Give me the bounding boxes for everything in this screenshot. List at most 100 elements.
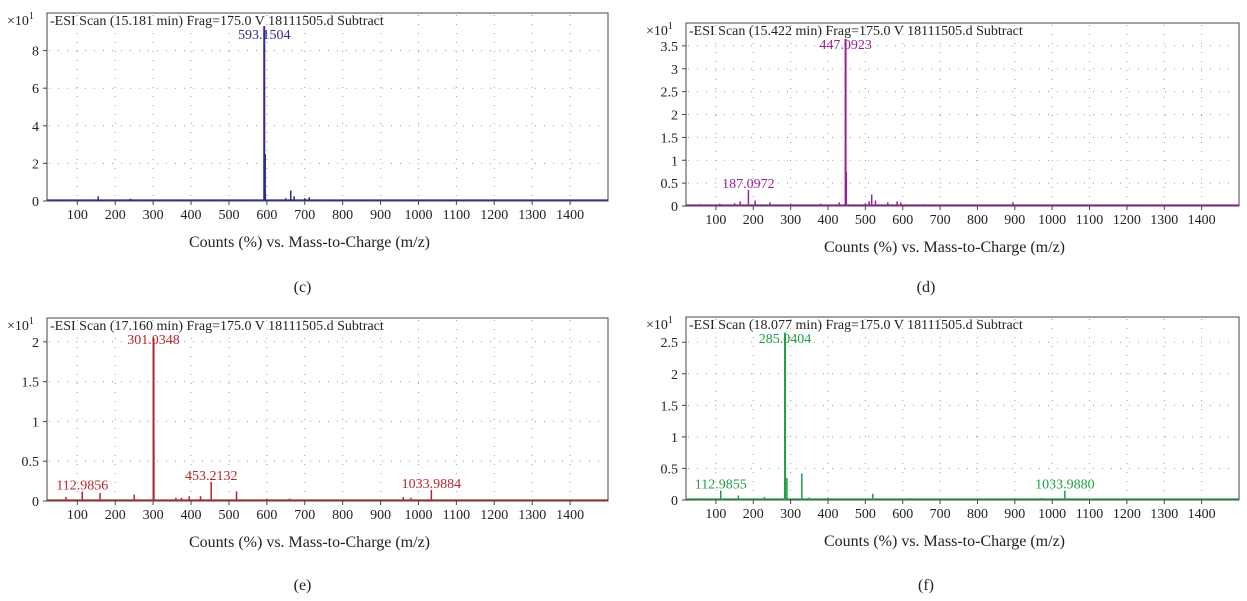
panel-label: (d) [917,279,936,296]
panel-label: (f) [918,577,934,594]
figure-panel-e: 100 200 300 400 500 600 700 800 900 1000 1100 1200 1… [0,298,623,596]
x-tick-label: 800 [967,507,988,522]
x-tick-label: 1100 [443,208,470,223]
x-tick-label: 100 [67,208,88,223]
x-tick-label: 1400 [556,508,584,523]
chart-svg: 100 200 300 400 500 600 700 800 900 1000 1100 1200 1… [646,315,1240,594]
x-tick-label: 200 [105,508,126,523]
y-multiplier: ×101 [7,11,34,29]
x-tick-label: 500 [855,507,876,522]
chart-title: -ESI Scan (15.422 min) Frag=175.0 V 1811… [689,24,1023,39]
x-tick-label: 1000 [404,208,432,223]
chart-svg: 100 200 300 400 500 600 700 800 900 1000 1100 1200 1… [7,316,609,594]
grid [49,15,606,199]
chart-svg: 100 200 300 400 500 600 700 800 900 1000 1100 1200 1… [7,11,609,296]
x-tick-label: 800 [332,508,353,523]
x-tick-label: 600 [256,208,277,223]
chart-title: -ESI Scan (17.160 min) Frag=175.0 V 1811… [50,319,384,334]
x-tick-label: 400 [817,507,838,522]
peak-label: 301.0348 [127,333,180,348]
x-tick-label: 800 [332,208,353,223]
x-tick-label: 900 [1004,507,1025,522]
x-tick-label: 700 [930,213,951,228]
y-tick-label: 2.5 [661,86,679,101]
figure-panel-d: 100 200 300 400 500 600 700 800 900 1000 1100 1200 1… [623,0,1247,298]
y-tick-label: 0 [671,200,678,215]
plot-frame [46,12,609,202]
x-tick-label: 400 [817,213,838,228]
y-tick-label: 0 [32,495,39,510]
x-tick-label: 1100 [1076,507,1103,522]
y-tick-label: 0.5 [661,177,679,192]
plot-frame [685,316,1240,501]
x-tick-label: 1300 [1150,507,1178,522]
x-tick-label: 700 [294,208,315,223]
panel-label: (e) [294,577,312,594]
x-tick-label: 500 [855,213,876,228]
x-tick-label: 700 [930,507,951,522]
x-tick-label: 100 [705,507,726,522]
x-tick-label: 600 [892,213,913,228]
x-tick-label: 600 [256,508,277,523]
x-axis-label: Counts (%) vs. Mass-to-Charge (m/z) [824,239,1065,256]
x-tick-label: 400 [181,508,202,523]
x-axis-label: Counts (%) vs. Mass-to-Charge (m/z) [189,534,430,551]
chart-title: -ESI Scan (18.077 min) Frag=175.0 V 1811… [689,318,1023,333]
figure-panel-f: 100 200 300 400 500 600 700 800 900 1000 1100 1200 1… [623,298,1247,596]
peak-label: 1033.9884 [402,477,462,492]
x-tick-label: 100 [67,508,88,523]
x-tick-label: 900 [1004,213,1025,228]
y-tick-label: 2.5 [661,336,679,351]
x-tick-label: 400 [181,208,202,223]
peak-label: 112.9855 [695,478,747,493]
y-multiplier: ×101 [7,316,34,334]
y-multiplier: ×101 [646,21,673,39]
chart-svg: 100 200 300 400 500 600 700 800 900 1000 1100 1200 1… [646,21,1240,296]
x-tick-label: 1400 [1188,213,1216,228]
y-tick-label: 3.5 [661,40,679,55]
x-tick-label: 300 [143,208,164,223]
chart-title: -ESI Scan (15.181 min) Frag=175.0 V 1811… [50,14,384,29]
y-tick-label: 8 [32,45,39,60]
x-axis-label: Counts (%) vs. Mass-to-Charge (m/z) [824,533,1065,550]
peak-label: 112.9856 [56,478,108,493]
figure-panel-c: 100 200 300 400 500 600 700 800 900 1000 1100 1200 1… [0,0,623,298]
y-tick-label: 4 [32,120,39,135]
x-tick-label: 300 [780,213,801,228]
x-tick-label: 1200 [480,508,508,523]
peak-label: 447.0923 [819,38,872,53]
peak-label: 285.0404 [759,332,812,347]
peak-label: 593.1504 [238,28,291,43]
x-tick-label: 1000 [1038,213,1066,228]
x-tick-label: 200 [105,208,126,223]
x-tick-label: 1200 [1113,507,1141,522]
x-tick-label: 200 [743,213,764,228]
x-tick-label: 500 [218,208,239,223]
x-tick-label: 900 [370,208,391,223]
x-tick-label: 1300 [518,208,546,223]
x-tick-label: 600 [892,507,913,522]
y-multiplier: ×101 [646,315,673,333]
x-axis-label: Counts (%) vs. Mass-to-Charge (m/z) [189,234,430,251]
x-tick-label: 1000 [1038,507,1066,522]
x-tick-label: 200 [743,507,764,522]
y-tick-label: 2 [32,336,39,351]
x-tick-label: 300 [143,508,164,523]
x-tick-label: 1400 [1188,507,1216,522]
x-tick-label: 1300 [518,508,546,523]
peak-label: 187.0972 [722,177,775,192]
y-tick-label: 6 [32,82,39,97]
peak-label: 453.2132 [185,469,238,484]
x-tick-label: 100 [705,213,726,228]
y-tick-label: 2 [32,157,39,172]
y-tick-label: 2 [671,368,678,383]
y-tick-label: 0 [32,195,39,210]
x-tick-label: 1200 [1113,213,1141,228]
y-tick-label: 1.5 [661,399,679,414]
y-tick-label: 1 [671,431,678,446]
y-tick-label: 3 [671,63,678,78]
x-tick-label: 1100 [1076,213,1103,228]
x-tick-label: 700 [294,508,315,523]
x-tick-label: 500 [218,508,239,523]
y-tick-label: 1 [32,415,39,430]
